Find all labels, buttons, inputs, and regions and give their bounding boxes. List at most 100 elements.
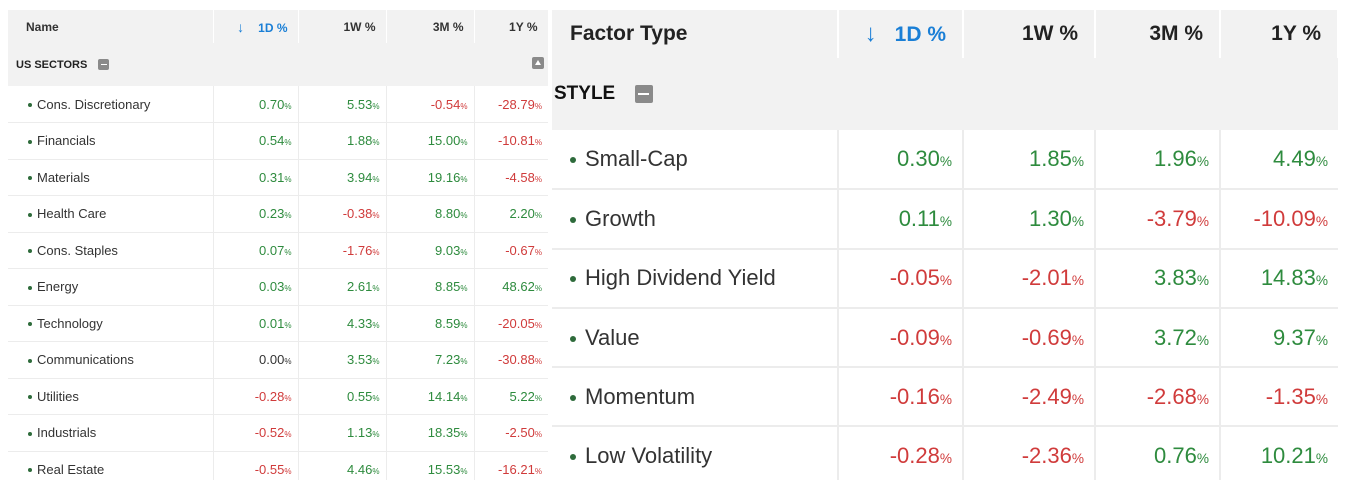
- value: 8.85: [435, 279, 461, 295]
- column-header-1w[interactable]: 1W %: [963, 10, 1096, 58]
- percent-suffix: %: [1315, 273, 1328, 289]
- value-cell-y1: 10.21%: [1220, 426, 1338, 480]
- value-cell-w1: 4.46%: [298, 451, 387, 480]
- value: 19.16: [427, 169, 461, 185]
- bullet-dot-icon: [28, 285, 32, 290]
- value-cell-y1: -2.50%: [474, 414, 548, 452]
- row-name-cell[interactable]: Growth: [552, 189, 839, 250]
- bullet-dot-icon: [28, 322, 32, 327]
- group-header: US SECTORS: [8, 43, 548, 86]
- table-row[interactable]: Health Care 0.23% -0.38% 8.80% 2.20%: [8, 195, 548, 233]
- percent-suffix: %: [534, 101, 542, 111]
- row-name-cell[interactable]: Technology: [8, 305, 214, 342]
- percent-suffix: %: [534, 174, 542, 184]
- value: 0.76: [1154, 443, 1197, 469]
- value: -0.09: [889, 324, 940, 350]
- table-row[interactable]: Small-Cap 0.30% 1.85% 1.96% 4.49%: [552, 130, 1338, 191]
- value: -2.01: [1021, 265, 1072, 291]
- value-cell-d1: 0.54%: [213, 122, 299, 160]
- value: 0.55: [347, 388, 373, 404]
- column-header-1d[interactable]: ↓ 1D %: [213, 10, 299, 43]
- percent-suffix: %: [372, 430, 380, 440]
- collapse-minus-icon[interactable]: [634, 84, 653, 103]
- table-row[interactable]: Value -0.09% -0.69% 3.72% 9.37%: [552, 307, 1338, 369]
- row-name-cell[interactable]: Value: [552, 307, 839, 369]
- value: -10.81: [497, 133, 535, 149]
- percent-suffix: %: [939, 213, 952, 229]
- scroll-to-top-icon[interactable]: [532, 57, 544, 69]
- row-name-cell[interactable]: Utilities: [8, 378, 214, 415]
- table-row[interactable]: Low Volatility -0.28% -2.36% 0.76% 10.21%: [552, 426, 1338, 480]
- percent-suffix: %: [1315, 332, 1328, 348]
- percent-suffix: %: [939, 154, 952, 170]
- table-row[interactable]: Communications 0.00% 3.53% 7.23% -30.88%: [8, 341, 548, 379]
- column-header-1y[interactable]: 1Y %: [1220, 10, 1339, 58]
- factor-type-table-panel: Factor Type ↓ 1D % 1W % 3M % 1Y % STYLE S…: [552, 10, 1339, 480]
- value: 9.37: [1273, 324, 1316, 350]
- group-header: STYLE: [552, 58, 1338, 130]
- row-name-cell[interactable]: Industrials: [8, 414, 214, 452]
- value-cell-d1: -0.55%: [213, 451, 299, 480]
- row-name-cell[interactable]: Low Volatility: [552, 426, 839, 480]
- table-row[interactable]: Cons. Discretionary 0.70% 5.53% -0.54% -28.7…: [8, 86, 548, 123]
- row-name-cell[interactable]: Energy: [8, 268, 214, 306]
- table-row[interactable]: Financials 0.54% 1.88% 15.00% -10.81%: [8, 122, 548, 160]
- column-header-name[interactable]: Name: [8, 10, 214, 43]
- value: -1.76: [342, 242, 373, 258]
- row-name-cell[interactable]: Momentum: [552, 367, 839, 428]
- table-row[interactable]: High Dividend Yield -0.05% -2.01% 3.83% 14.8…: [552, 248, 1338, 309]
- table-row[interactable]: Industrials -0.52% 1.13% 18.35% -2.50%: [8, 414, 548, 452]
- percent-suffix: %: [284, 211, 292, 221]
- percent-suffix: %: [1315, 451, 1328, 467]
- percent-suffix: %: [534, 284, 542, 294]
- row-name-cell[interactable]: Health Care: [8, 195, 214, 233]
- row-name: Low Volatility: [585, 443, 713, 469]
- collapse-minus-icon[interactable]: [98, 59, 110, 71]
- table-row[interactable]: Cons. Staples 0.07% -1.76% 9.03% -0.67%: [8, 232, 548, 269]
- value: -0.16: [889, 383, 940, 409]
- value-cell-m3: 18.35%: [386, 414, 475, 452]
- percent-suffix: %: [460, 138, 468, 148]
- value-cell-w1: 1.85%: [963, 130, 1096, 191]
- value: -3.79: [1146, 205, 1197, 231]
- us-sectors-table-panel: Name ↓ 1D % 1W % 3M % 1Y % US SECTORS Con…: [8, 10, 549, 480]
- row-name-cell[interactable]: Real Estate: [8, 451, 214, 480]
- value-cell-w1: 5.53%: [298, 86, 387, 123]
- value: -0.52: [254, 425, 285, 441]
- row-name-cell[interactable]: Cons. Staples: [8, 232, 214, 269]
- table-row[interactable]: Real Estate -0.55% 4.46% 15.53% -16.21%: [8, 451, 548, 480]
- percent-suffix: %: [372, 393, 380, 403]
- table-row[interactable]: Momentum -0.16% -2.49% -2.68% -1.35%: [552, 367, 1338, 428]
- row-name-cell[interactable]: Materials: [8, 159, 214, 196]
- percent-suffix: %: [460, 393, 468, 403]
- row-name-cell[interactable]: Cons. Discretionary: [8, 86, 214, 123]
- row-name-cell[interactable]: Communications: [8, 341, 214, 379]
- value-cell-y1: 14.83%: [1220, 248, 1338, 309]
- value-cell-m3: 8.80%: [386, 195, 475, 233]
- percent-suffix: %: [1196, 391, 1209, 407]
- column-header-factor-type[interactable]: Factor Type: [552, 10, 839, 58]
- table-row[interactable]: Growth 0.11% 1.30% -3.79% -10.09%: [552, 189, 1338, 250]
- value: -2.36: [1021, 443, 1072, 469]
- column-header-1y[interactable]: 1Y %: [474, 10, 549, 43]
- percent-suffix: %: [939, 332, 952, 348]
- row-name-cell[interactable]: Financials: [8, 122, 214, 160]
- percent-suffix: %: [284, 247, 292, 257]
- row-name-cell[interactable]: High Dividend Yield: [552, 248, 839, 309]
- percent-suffix: %: [1315, 391, 1328, 407]
- percent-suffix: %: [460, 247, 468, 257]
- percent-suffix: %: [460, 174, 468, 184]
- row-name-cell[interactable]: Small-Cap: [552, 130, 839, 191]
- column-header-3m[interactable]: 3M %: [386, 10, 475, 43]
- column-header-3m[interactable]: 3M %: [1095, 10, 1221, 58]
- table-row[interactable]: Utilities -0.28% 0.55% 14.14% 5.22%: [8, 378, 548, 415]
- table-row[interactable]: Technology 0.01% 4.33% 8.59% -20.05%: [8, 305, 548, 342]
- value: 0.07: [259, 242, 285, 258]
- table-row[interactable]: Materials 0.31% 3.94% 19.16% -4.58%: [8, 159, 548, 196]
- value: 8.80: [435, 206, 461, 222]
- value: -20.05: [497, 315, 535, 331]
- column-header-1d[interactable]: ↓ 1D %: [838, 10, 964, 58]
- percent-suffix: %: [1071, 154, 1084, 170]
- column-header-1w[interactable]: 1W %: [298, 10, 387, 43]
- table-row[interactable]: Energy 0.03% 2.61% 8.85% 48.62%: [8, 268, 548, 306]
